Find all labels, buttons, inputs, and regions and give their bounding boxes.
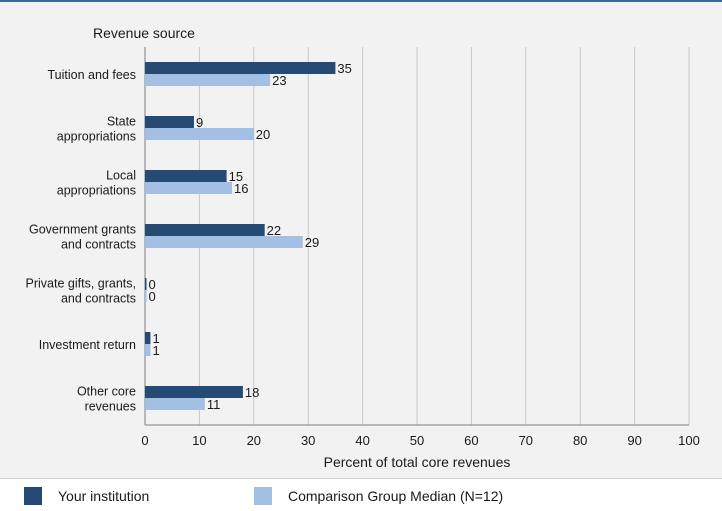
data-label-your-institution-tuition-and-fees: 35 [337,61,351,76]
x-tick-label-90: 90 [627,433,641,448]
bar-comparison-group-other-core-revenues [145,398,205,410]
data-label-comparison-group-state-appropriations: 20 [256,127,270,142]
category-label-other-core-revenues-line-1: Other core [77,385,136,399]
bar-your-institution-state-appropriations [145,116,194,128]
x-tick-label-30: 30 [301,433,315,448]
data-label-comparison-group-local-appropriations: 16 [234,181,248,196]
category-label-government-grants-and-contracts-line-2: and contracts [61,238,136,252]
legend-label-your-institution: Your institution [58,488,150,504]
category-label-other-core-revenues-line-2: revenues [85,400,136,414]
bar-comparison-group-private-gifts-grants-and-contracts [145,290,147,302]
data-label-your-institution-government-grants-and-contracts: 22 [267,223,281,238]
legend: Your institution Comparison Group Median… [0,478,722,511]
bar-your-institution-investment-return [145,332,151,344]
legend-swatch-comparison-group [254,487,272,505]
x-tick-label-80: 80 [573,433,587,448]
category-label-government-grants-and-contracts-line-1: Government grants [29,223,136,237]
bar-comparison-group-state-appropriations [145,128,254,140]
x-tick-label-40: 40 [355,433,369,448]
data-label-comparison-group-other-core-revenues: 11 [207,397,221,412]
bar-comparison-group-tuition-and-fees [145,74,271,86]
data-label-your-institution-state-appropriations: 9 [196,115,203,130]
bar-comparison-group-investment-return [145,344,151,356]
data-label-your-institution-other-core-revenues: 18 [245,385,259,400]
data-label-your-institution-local-appropriations: 15 [229,169,243,184]
data-label-comparison-group-private-gifts-grants-and-contracts: 0 [149,289,156,304]
legend-swatch-your-institution [24,487,42,505]
x-tick-label-0: 0 [141,433,148,448]
chart-title: Revenue source [93,25,195,41]
data-label-your-institution-investment-return: 1 [152,331,159,346]
bar-your-institution-tuition-and-fees [145,62,336,74]
bar-comparison-group-government-grants-and-contracts [145,236,303,248]
category-label-private-gifts-grants-and-contracts-line-1: Private gifts, grants, [26,277,136,291]
data-label-comparison-group-tuition-and-fees: 23 [272,73,286,88]
category-label-local-appropriations-line-2: appropriations [57,184,136,198]
legend-item-your-institution: Your institution [24,487,149,505]
legend-item-comparison-group: Comparison Group Median (N=12) [254,487,503,505]
category-label-state-appropriations-line-1: State [107,115,136,129]
bar-your-institution-other-core-revenues [145,386,243,398]
category-label-investment-return: Investment return [39,338,136,352]
bar-your-institution-local-appropriations [145,170,227,182]
bar-comparison-group-local-appropriations [145,182,233,194]
category-label-local-appropriations-line-1: Local [106,169,136,183]
category-label-tuition-and-fees: Tuition and fees [48,68,136,82]
x-tick-label-60: 60 [464,433,478,448]
x-axis-label: Percent of total core revenues [324,454,511,470]
data-label-comparison-group-investment-return: 1 [152,343,159,358]
x-tick-label-10: 10 [192,433,206,448]
data-label-your-institution-private-gifts-grants-and-contracts: 0 [149,277,156,292]
x-tick-label-20: 20 [247,433,261,448]
category-label-state-appropriations-line-2: appropriations [57,130,136,144]
data-label-comparison-group-government-grants-and-contracts: 29 [305,235,319,250]
category-label-private-gifts-grants-and-contracts-line-2: and contracts [61,292,136,306]
x-tick-label-70: 70 [519,433,533,448]
x-tick-label-50: 50 [410,433,424,448]
bar-your-institution-private-gifts-grants-and-contracts [145,278,147,290]
x-tick-label-100: 100 [678,433,700,448]
legend-label-comparison-group: Comparison Group Median (N=12) [288,488,504,504]
bar-your-institution-government-grants-and-contracts [145,224,265,236]
